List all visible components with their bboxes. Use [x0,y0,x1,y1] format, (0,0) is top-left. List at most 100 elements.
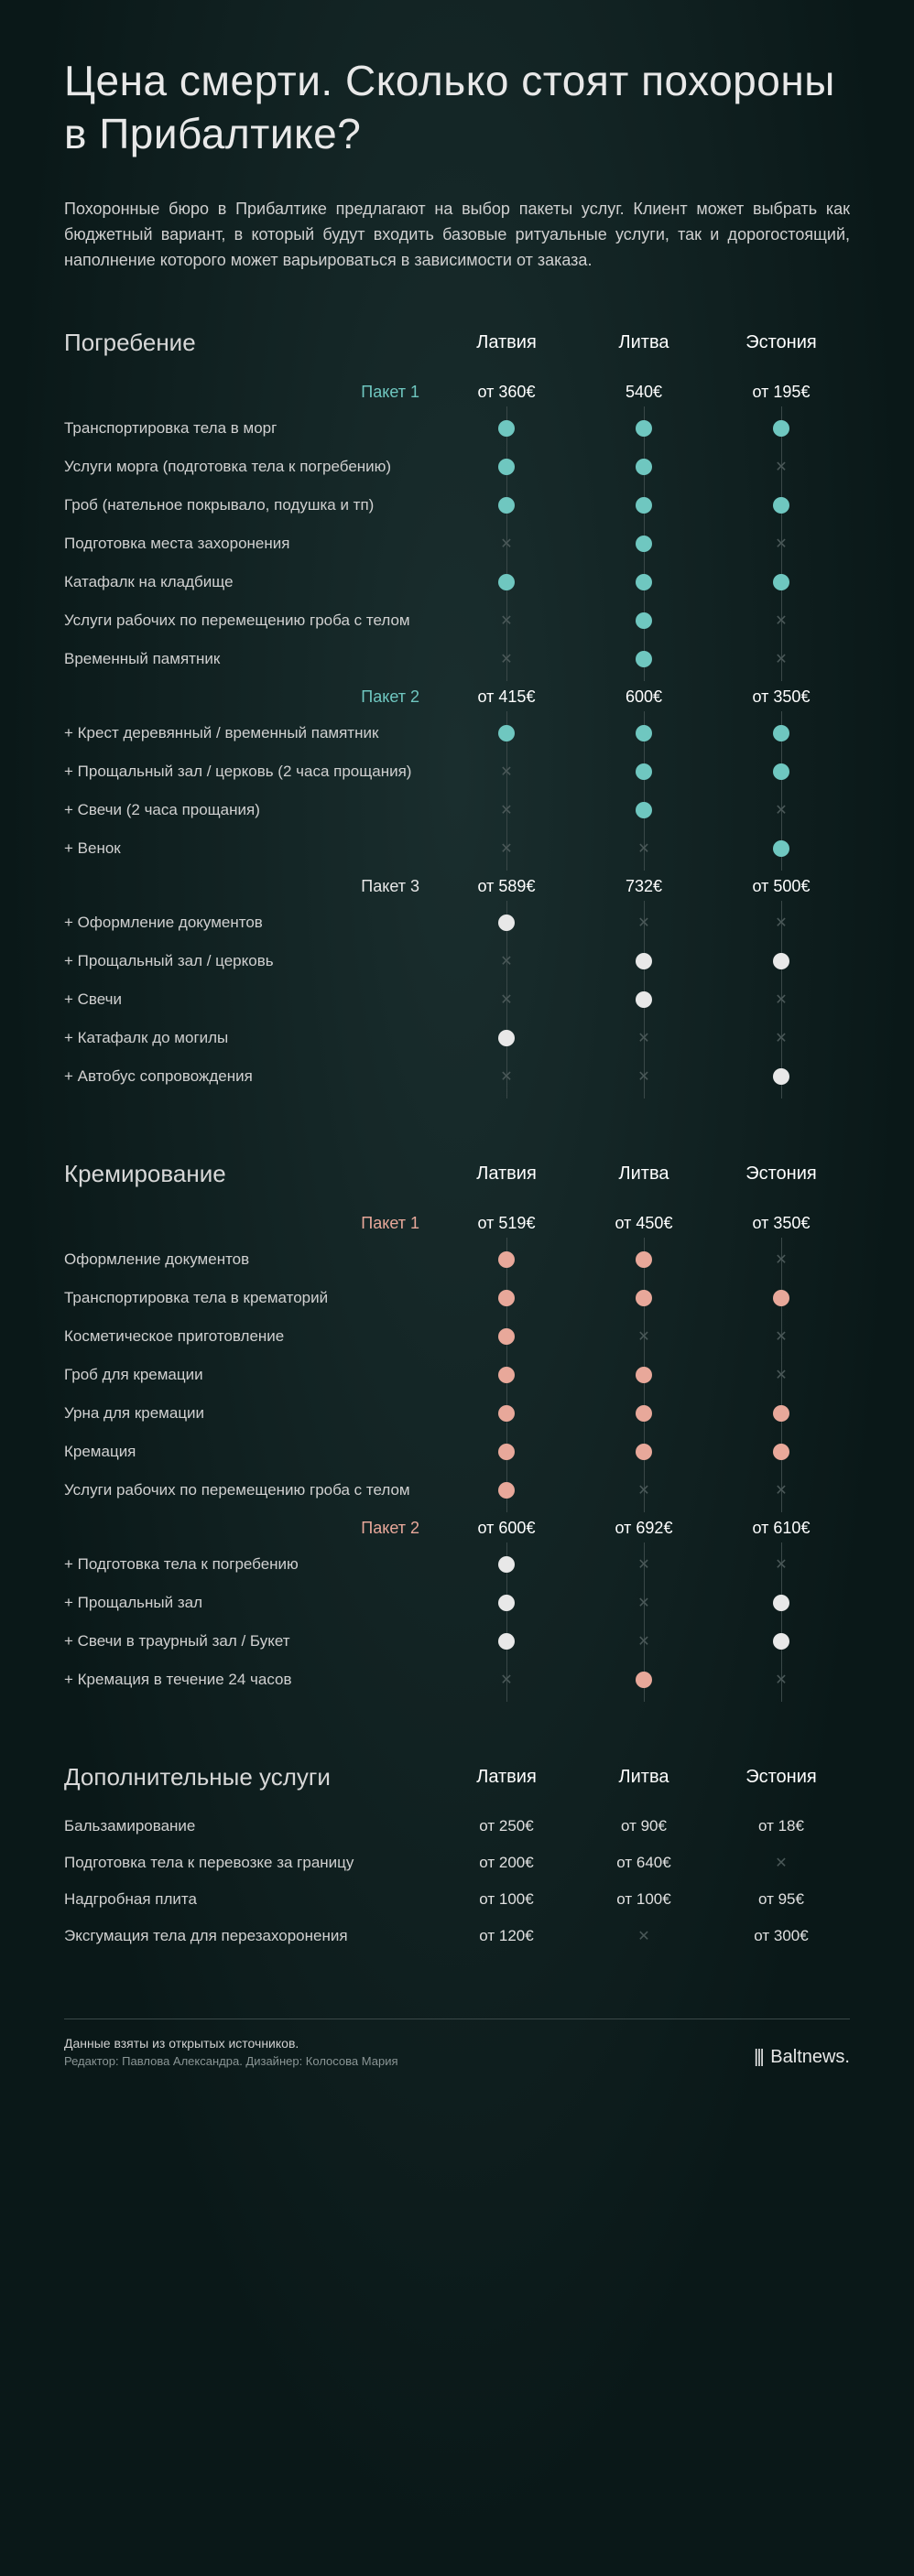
section-header: КремированиеЛатвияЛитваЭстония [64,1160,850,1188]
extra-label: Подготовка тела к перевозке за границу [64,1854,438,1872]
extra-x: ✕ [713,1854,850,1872]
dot-cell [713,948,850,974]
package-label: Пакет 2 [64,1519,438,1538]
service-label: + Свечи [64,990,438,1009]
service-row: Транспортировка тела в морг [64,409,850,448]
dot-cell [575,454,713,480]
dot-cell [438,416,575,441]
service-label: + Свечи (2 часа прощания) [64,801,438,819]
package-price-row: Пакет 1от 519€от 450€от 350€ [64,1205,850,1240]
price-value: от 350€ [713,1214,850,1233]
x-cell: ✕ [575,1590,713,1616]
package-label: Пакет 1 [64,1214,438,1233]
dot-cell [713,1439,850,1465]
service-row: + Кремация в течение 24 часов✕✕ [64,1661,850,1699]
dot-cell [438,1285,575,1311]
extra-price: от 200€ [438,1854,575,1872]
service-row: + Крест деревянный / временный памятник [64,714,850,752]
footer-source: Данные взяты из открытых источников. [64,2036,398,2051]
dot-cell [438,1477,575,1503]
x-cell: ✕ [713,608,850,633]
x-cell: ✕ [438,987,575,1012]
extra-price: от 120€ [438,1927,575,1945]
dot-cell [713,416,850,441]
price-value: от 450€ [575,1214,713,1233]
service-label: + Прощальный зал / церковь [64,952,438,970]
extra-label: Надгробная плита [64,1890,438,1909]
x-cell: ✕ [438,759,575,785]
section-title: Кремирование [64,1160,438,1188]
dot-cell [575,987,713,1012]
price-value: 600€ [575,687,713,707]
service-label: Транспортировка тела в крематорий [64,1289,438,1307]
service-row: + Свечи✕✕ [64,980,850,1019]
country-header: Эстония [713,1767,850,1788]
service-row: Оформление документов✕ [64,1240,850,1279]
service-row: Кремация [64,1433,850,1471]
service-row: + Прощальный зал / церковь✕ [64,942,850,980]
dot-cell [575,492,713,518]
x-cell: ✕ [713,1667,850,1693]
dot-cell [713,1285,850,1311]
x-cell: ✕ [575,1064,713,1089]
x-cell: ✕ [713,797,850,823]
x-cell: ✕ [575,1477,713,1503]
extra-label: Эксгумация тела для перезахоронения [64,1927,438,1945]
service-label: + Катафалк до могилы [64,1029,438,1047]
x-cell: ✕ [713,1552,850,1577]
x-cell: ✕ [438,1667,575,1693]
package-price-row: Пакет 1от 360€540€от 195€ [64,373,850,409]
x-cell: ✕ [575,1552,713,1577]
dot-cell [575,569,713,595]
dot-cell [575,1362,713,1388]
service-row: Транспортировка тела в крематорий [64,1279,850,1317]
service-label: + Автобус сопровождения [64,1067,438,1086]
price-value: от 589€ [438,877,575,896]
price-value: от 600€ [438,1519,575,1538]
dot-cell [438,454,575,480]
service-label: + Венок [64,839,438,858]
service-row: + Прощальный зал✕ [64,1584,850,1622]
dot-cell [713,836,850,861]
service-row: Услуги морга (подготовка тела к погребен… [64,448,850,486]
x-cell: ✕ [438,797,575,823]
service-label: Услуги рабочих по перемещению гроба с те… [64,612,438,630]
price-value: от 415€ [438,687,575,707]
service-row: + Подготовка тела к погребению✕✕ [64,1545,850,1584]
dot-cell [575,1285,713,1311]
price-value: от 610€ [713,1519,850,1538]
package-price-row: Пакет 3от 589€732€от 500€ [64,868,850,904]
service-label: + Крест деревянный / временный памятник [64,724,438,742]
extra-price: от 95€ [713,1890,850,1909]
x-cell: ✕ [438,1064,575,1089]
service-label: + Свечи в траурный зал / Букет [64,1632,438,1651]
package-label: Пакет 1 [64,383,438,402]
price-value: от 350€ [713,687,850,707]
dot-cell [713,759,850,785]
dot-cell [438,720,575,746]
service-label: + Кремация в течение 24 часов [64,1671,438,1689]
price-value: от 195€ [713,383,850,402]
country-header: Эстония [713,332,850,353]
section-header: ПогребениеЛатвияЛитваЭстония [64,329,850,357]
dot-cell [575,608,713,633]
service-row: Услуги рабочих по перемещению гроба с те… [64,1471,850,1510]
dot-cell [575,1247,713,1272]
service-row: Подготовка места захоронения✕✕ [64,525,850,563]
dot-cell [575,797,713,823]
service-row: + Автобус сопровождения✕✕ [64,1057,850,1096]
dot-cell [438,569,575,595]
extra-row: Эксгумация тела для перезахороненияот 12… [64,1918,850,1954]
country-header: Эстония [713,1164,850,1185]
dot-cell [438,1324,575,1349]
service-label: Оформление документов [64,1250,438,1269]
extra-row: Подготовка тела к перевозке за границуот… [64,1845,850,1881]
x-cell: ✕ [713,1362,850,1388]
x-cell: ✕ [713,1025,850,1051]
dot-cell [713,1590,850,1616]
x-cell: ✕ [713,987,850,1012]
dot-cell [575,1667,713,1693]
dot-cell [575,1439,713,1465]
dot-cell [438,1025,575,1051]
service-label: Услуги рабочих по перемещению гроба с те… [64,1481,438,1499]
